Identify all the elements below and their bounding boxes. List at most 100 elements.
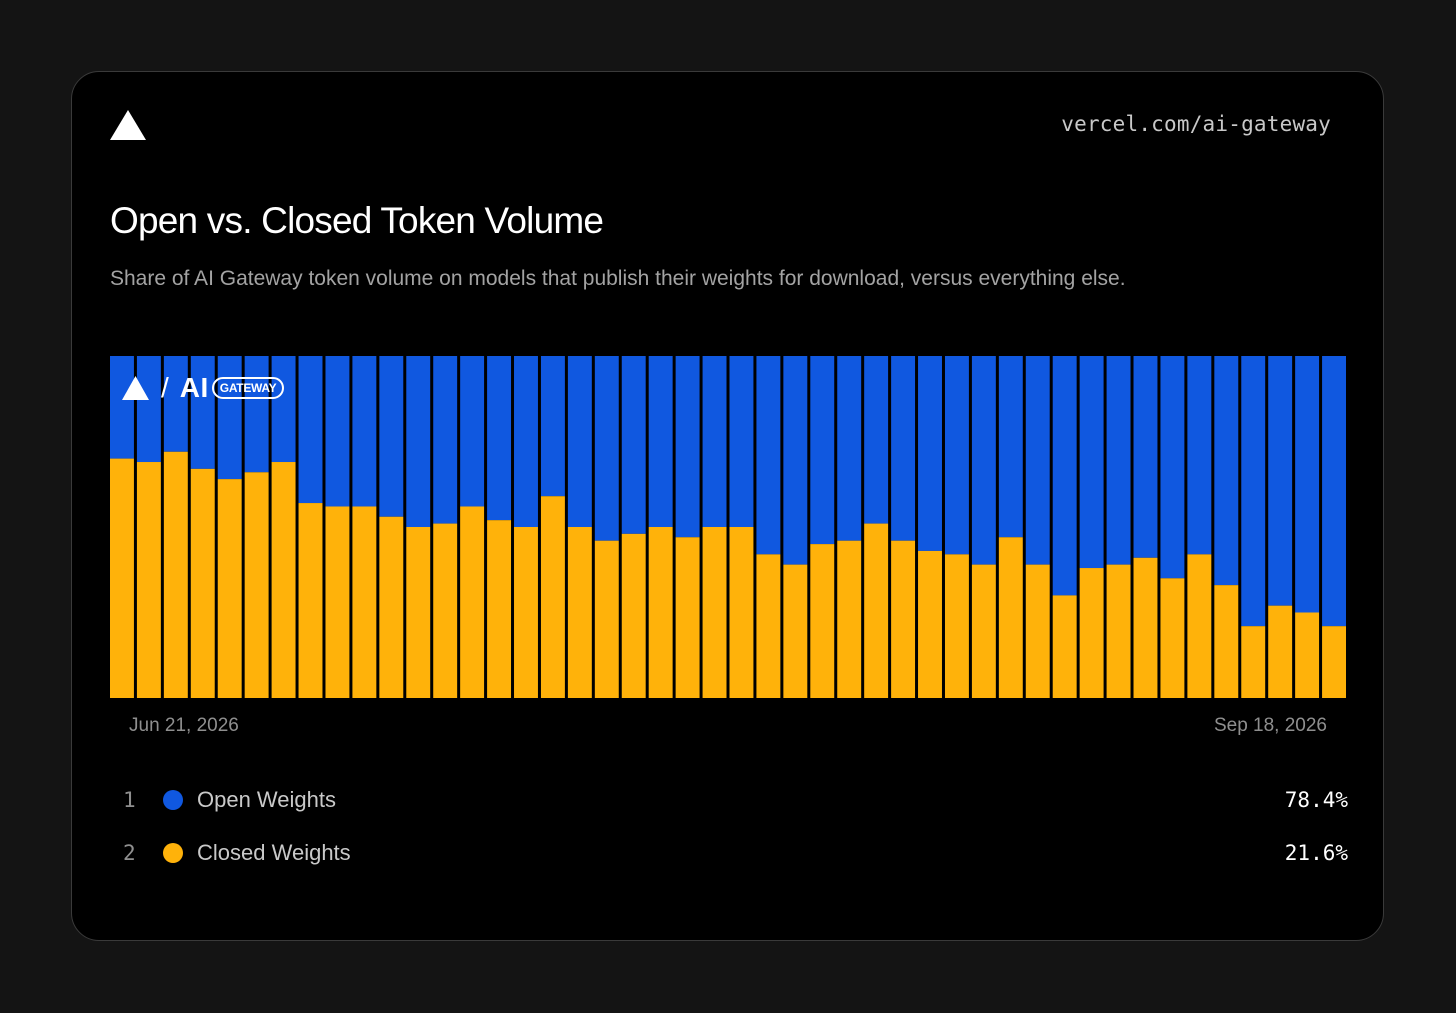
bar-closed-weights-44[interactable] — [1268, 605, 1293, 698]
bar-closed-weights-8[interactable] — [298, 503, 323, 698]
bar-closed-weights-22[interactable] — [675, 537, 700, 698]
gateway-url[interactable]: vercel.com/ai-gateway — [1061, 112, 1331, 136]
bar-open-weights-15[interactable] — [487, 356, 512, 521]
vercel-triangle-icon[interactable] — [110, 110, 146, 140]
bar-open-weights-42[interactable] — [1214, 356, 1239, 586]
bar-open-weights-33[interactable] — [971, 356, 996, 565]
bar-closed-weights-25[interactable] — [756, 554, 781, 698]
bar-open-weights-43[interactable] — [1241, 356, 1266, 627]
bar-open-weights-38[interactable] — [1106, 356, 1131, 565]
watermark-ai: AI — [179, 372, 209, 403]
bar-closed-weights-41[interactable] — [1187, 554, 1212, 698]
bar-closed-weights-36[interactable] — [1052, 595, 1077, 698]
bar-closed-weights-20[interactable] — [621, 533, 646, 698]
bar-closed-weights-29[interactable] — [864, 523, 889, 698]
bar-closed-weights-30[interactable] — [891, 540, 916, 698]
bar-closed-weights-17[interactable] — [540, 496, 565, 698]
bar-open-weights-2[interactable] — [136, 356, 161, 463]
bar-open-weights-11[interactable] — [379, 356, 404, 517]
bar-open-weights-19[interactable] — [594, 356, 619, 541]
bar-closed-weights-2[interactable] — [136, 462, 161, 698]
bar-open-weights-14[interactable] — [460, 356, 485, 507]
bar-open-weights-39[interactable] — [1133, 356, 1158, 558]
bar-closed-weights-3[interactable] — [163, 451, 188, 698]
bar-open-weights-3[interactable] — [163, 356, 188, 452]
bar-closed-weights-40[interactable] — [1160, 578, 1185, 698]
bar-open-weights-27[interactable] — [810, 356, 835, 545]
bar-closed-weights-45[interactable] — [1295, 612, 1320, 699]
bar-closed-weights-43[interactable] — [1241, 626, 1266, 698]
bar-open-weights-28[interactable] — [837, 356, 862, 541]
bar-closed-weights-28[interactable] — [837, 540, 862, 698]
bar-closed-weights-27[interactable] — [810, 544, 835, 698]
bar-closed-weights-38[interactable] — [1106, 564, 1131, 698]
bar-closed-weights-39[interactable] — [1133, 557, 1158, 698]
bar-open-weights-34[interactable] — [998, 356, 1023, 538]
bar-open-weights-44[interactable] — [1268, 356, 1293, 606]
bar-open-weights-35[interactable] — [1025, 356, 1050, 565]
bar-closed-weights-11[interactable] — [379, 516, 404, 698]
bar-open-weights-31[interactable] — [918, 356, 942, 551]
bar-closed-weights-19[interactable] — [594, 540, 619, 698]
bar-closed-weights-13[interactable] — [433, 523, 458, 698]
bar-open-weights-13[interactable] — [433, 356, 458, 524]
bar-open-weights-37[interactable] — [1079, 356, 1104, 569]
bar-open-weights-20[interactable] — [621, 356, 646, 534]
bar-open-weights-21[interactable] — [648, 356, 673, 527]
bar-open-weights-25[interactable] — [756, 356, 781, 555]
bar-closed-weights-14[interactable] — [460, 506, 485, 698]
bar-closed-weights-1[interactable] — [110, 458, 134, 698]
bar-open-weights-46[interactable] — [1322, 356, 1346, 627]
bar-open-weights-30[interactable] — [891, 356, 916, 541]
bar-closed-weights-35[interactable] — [1025, 564, 1050, 698]
bar-open-weights-41[interactable] — [1187, 356, 1212, 555]
legend-item-closed-weights[interactable]: 2 Closed Weights 21.6% — [123, 838, 1348, 868]
bar-open-weights-12[interactable] — [406, 356, 431, 527]
bar-closed-weights-21[interactable] — [648, 527, 673, 698]
bar-closed-weights-12[interactable] — [406, 527, 431, 698]
bar-open-weights-29[interactable] — [864, 356, 889, 524]
bar-closed-weights-23[interactable] — [702, 527, 727, 698]
bar-open-weights-8[interactable] — [298, 356, 323, 504]
bar-closed-weights-9[interactable] — [325, 506, 350, 698]
bar-open-weights-40[interactable] — [1160, 356, 1185, 579]
bar-closed-weights-10[interactable] — [352, 506, 377, 698]
bar-open-weights-32[interactable] — [944, 356, 969, 555]
legend-value: 78.4% — [1284, 788, 1348, 812]
bar-open-weights-26[interactable] — [783, 356, 808, 565]
bar-closed-weights-33[interactable] — [971, 564, 996, 698]
bar-closed-weights-42[interactable] — [1214, 585, 1239, 698]
bar-open-weights-23[interactable] — [702, 356, 727, 527]
bar-open-weights-9[interactable] — [325, 356, 350, 507]
chart-card: vercel.com/ai-gateway Open vs. Closed To… — [71, 71, 1384, 941]
chart-title: Open vs. Closed Token Volume — [110, 200, 604, 241]
bar-open-weights-18[interactable] — [567, 356, 592, 527]
bar-closed-weights-15[interactable] — [487, 520, 512, 698]
bar-closed-weights-4[interactable] — [190, 468, 215, 698]
bar-closed-weights-31[interactable] — [918, 550, 942, 698]
bar-closed-weights-37[interactable] — [1079, 568, 1104, 698]
bar-closed-weights-46[interactable] — [1322, 626, 1346, 698]
bar-open-weights-22[interactable] — [675, 356, 700, 538]
bar-closed-weights-5[interactable] — [217, 479, 242, 698]
bar-closed-weights-32[interactable] — [944, 554, 969, 698]
bar-closed-weights-18[interactable] — [567, 527, 592, 698]
bar-closed-weights-7[interactable] — [271, 462, 296, 698]
bar-open-weights-10[interactable] — [352, 356, 377, 507]
bar-closed-weights-6[interactable] — [244, 472, 269, 698]
bar-open-weights-5[interactable] — [217, 356, 242, 480]
bar-open-weights-24[interactable] — [729, 356, 754, 527]
bar-open-weights-6[interactable] — [244, 356, 269, 473]
legend-swatch-closed — [163, 843, 183, 863]
bar-closed-weights-16[interactable] — [514, 527, 538, 698]
bar-closed-weights-24[interactable] — [729, 527, 754, 698]
bar-open-weights-36[interactable] — [1052, 356, 1077, 596]
bar-open-weights-16[interactable] — [514, 356, 538, 527]
bar-open-weights-1[interactable] — [110, 356, 134, 459]
bar-open-weights-4[interactable] — [190, 356, 215, 469]
bar-closed-weights-34[interactable] — [998, 537, 1023, 698]
legend-item-open-weights[interactable]: 1 Open Weights 78.4% — [123, 785, 1348, 815]
bar-closed-weights-26[interactable] — [783, 564, 808, 698]
bar-open-weights-45[interactable] — [1295, 356, 1320, 613]
bar-open-weights-17[interactable] — [540, 356, 565, 497]
